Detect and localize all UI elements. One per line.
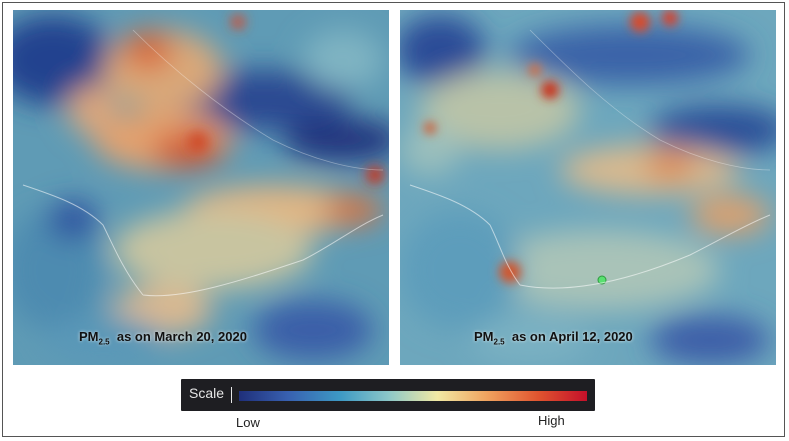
scale-low-label: Low [236, 415, 260, 430]
scale-gradient [239, 391, 587, 401]
map-march-graphic [13, 10, 389, 365]
scale-divider [231, 387, 232, 403]
color-scale-legend: Scale [181, 379, 595, 411]
map-april-graphic [400, 10, 776, 365]
scale-title: Scale [189, 385, 225, 401]
pm25-map-march: PM2.5 as on March 20, 2020 [13, 10, 389, 365]
map-caption-april: PM2.5 as on April 12, 2020 [474, 329, 633, 347]
location-marker-icon [597, 275, 607, 285]
map-caption-march: PM2.5 as on March 20, 2020 [79, 329, 247, 347]
scale-high-label: High [538, 413, 565, 428]
figure-frame [2, 2, 785, 437]
pm25-map-april: PM2.5 as on April 12, 2020 [400, 10, 776, 365]
